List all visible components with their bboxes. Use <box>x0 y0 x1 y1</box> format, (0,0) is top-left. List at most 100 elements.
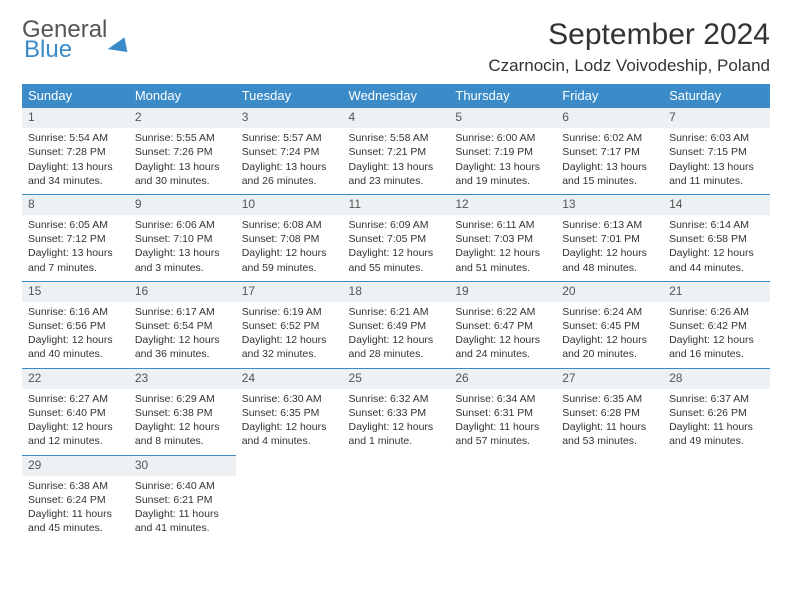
calendar-week-content: Sunrise: 6:38 AMSunset: 6:24 PMDaylight:… <box>22 476 770 542</box>
calendar-cell-content: Sunrise: 6:08 AMSunset: 7:08 PMDaylight:… <box>236 215 343 281</box>
calendar-cell: 11 <box>343 194 450 215</box>
sunrise-text: Sunrise: 6:29 AM <box>135 392 230 406</box>
calendar-cell-content: Sunrise: 6:16 AMSunset: 6:56 PMDaylight:… <box>22 302 129 368</box>
daylight-text: Daylight: 12 hours <box>455 246 550 260</box>
day-number: 26 <box>455 370 550 386</box>
daylight-text: Daylight: 13 hours <box>455 160 550 174</box>
calendar-cell-content: Sunrise: 6:29 AMSunset: 6:38 PMDaylight:… <box>129 389 236 455</box>
calendar-cell: 5 <box>449 108 556 129</box>
daylight-text: Daylight: 12 hours <box>135 420 230 434</box>
daylight-text: and 36 minutes. <box>135 347 230 361</box>
daylight-text: and 3 minutes. <box>135 261 230 275</box>
daylight-text: and 48 minutes. <box>562 261 657 275</box>
daylight-text: and 26 minutes. <box>242 174 337 188</box>
day-number: 10 <box>242 196 337 212</box>
day-number: 17 <box>242 283 337 299</box>
sunset-text: Sunset: 6:33 PM <box>349 406 444 420</box>
daylight-text: and 7 minutes. <box>28 261 123 275</box>
sunset-text: Sunset: 6:45 PM <box>562 319 657 333</box>
calendar-week-numrow: 15161718192021 <box>22 281 770 302</box>
calendar-cell: 22 <box>22 368 129 389</box>
sunrise-text: Sunrise: 5:55 AM <box>135 131 230 145</box>
day-number: 11 <box>349 196 444 212</box>
sunrise-text: Sunrise: 6:30 AM <box>242 392 337 406</box>
calendar-cell-content: Sunrise: 6:06 AMSunset: 7:10 PMDaylight:… <box>129 215 236 281</box>
sunrise-text: Sunrise: 5:54 AM <box>28 131 123 145</box>
sunrise-text: Sunrise: 6:32 AM <box>349 392 444 406</box>
calendar-week-numrow: 2930 <box>22 455 770 476</box>
daylight-text: and 45 minutes. <box>28 521 123 535</box>
day-number: 30 <box>135 457 230 473</box>
calendar-table: Sunday Monday Tuesday Wednesday Thursday… <box>22 84 770 541</box>
sunrise-text: Sunrise: 6:06 AM <box>135 218 230 232</box>
calendar-cell: 28 <box>663 368 770 389</box>
sunrise-text: Sunrise: 6:03 AM <box>669 131 764 145</box>
sunrise-text: Sunrise: 6:19 AM <box>242 305 337 319</box>
calendar-week-content: Sunrise: 6:16 AMSunset: 6:56 PMDaylight:… <box>22 302 770 368</box>
sunset-text: Sunset: 6:47 PM <box>455 319 550 333</box>
daylight-text: Daylight: 13 hours <box>135 160 230 174</box>
daylight-text: Daylight: 12 hours <box>242 246 337 260</box>
sunset-text: Sunset: 6:35 PM <box>242 406 337 420</box>
sunset-text: Sunset: 6:24 PM <box>28 493 123 507</box>
daylight-text: Daylight: 12 hours <box>135 333 230 347</box>
calendar-cell <box>236 455 343 476</box>
daylight-text: Daylight: 12 hours <box>242 333 337 347</box>
calendar-cell-content: Sunrise: 6:05 AMSunset: 7:12 PMDaylight:… <box>22 215 129 281</box>
calendar-cell-content: Sunrise: 5:58 AMSunset: 7:21 PMDaylight:… <box>343 128 450 194</box>
calendar-cell: 14 <box>663 194 770 215</box>
daylight-text: Daylight: 11 hours <box>455 420 550 434</box>
sunset-text: Sunset: 7:12 PM <box>28 232 123 246</box>
daylight-text: Daylight: 12 hours <box>349 333 444 347</box>
sunset-text: Sunset: 6:54 PM <box>135 319 230 333</box>
calendar-cell-content: Sunrise: 6:19 AMSunset: 6:52 PMDaylight:… <box>236 302 343 368</box>
calendar-cell-content: Sunrise: 6:37 AMSunset: 6:26 PMDaylight:… <box>663 389 770 455</box>
calendar-cell-content <box>556 476 663 542</box>
calendar-cell: 18 <box>343 281 450 302</box>
daylight-text: Daylight: 13 hours <box>349 160 444 174</box>
daylight-text: Daylight: 13 hours <box>135 246 230 260</box>
calendar-cell: 9 <box>129 194 236 215</box>
sunset-text: Sunset: 7:10 PM <box>135 232 230 246</box>
sunset-text: Sunset: 6:21 PM <box>135 493 230 507</box>
calendar-cell <box>449 455 556 476</box>
sunset-text: Sunset: 6:42 PM <box>669 319 764 333</box>
day-number: 27 <box>562 370 657 386</box>
day-number: 4 <box>349 109 444 125</box>
sunrise-text: Sunrise: 6:16 AM <box>28 305 123 319</box>
day-header-row: Sunday Monday Tuesday Wednesday Thursday… <box>22 84 770 108</box>
calendar-cell-content: Sunrise: 6:32 AMSunset: 6:33 PMDaylight:… <box>343 389 450 455</box>
day-number: 20 <box>562 283 657 299</box>
sunrise-text: Sunrise: 6:05 AM <box>28 218 123 232</box>
calendar-cell: 19 <box>449 281 556 302</box>
daylight-text: and 11 minutes. <box>669 174 764 188</box>
daylight-text: and 40 minutes. <box>28 347 123 361</box>
day-number: 7 <box>669 109 764 125</box>
calendar-cell: 16 <box>129 281 236 302</box>
calendar-cell: 30 <box>129 455 236 476</box>
day-header: Thursday <box>449 84 556 108</box>
calendar-week-content: Sunrise: 6:05 AMSunset: 7:12 PMDaylight:… <box>22 215 770 281</box>
calendar-cell: 23 <box>129 368 236 389</box>
daylight-text: Daylight: 11 hours <box>669 420 764 434</box>
daylight-text: Daylight: 11 hours <box>28 507 123 521</box>
calendar-cell-content: Sunrise: 6:00 AMSunset: 7:19 PMDaylight:… <box>449 128 556 194</box>
sunrise-text: Sunrise: 6:22 AM <box>455 305 550 319</box>
daylight-text: and 49 minutes. <box>669 434 764 448</box>
calendar-cell <box>663 455 770 476</box>
brand-logo: General Blue <box>22 18 131 62</box>
daylight-text: and 55 minutes. <box>349 261 444 275</box>
daylight-text: and 32 minutes. <box>242 347 337 361</box>
daylight-text: Daylight: 13 hours <box>28 160 123 174</box>
sunrise-text: Sunrise: 6:24 AM <box>562 305 657 319</box>
daylight-text: Daylight: 13 hours <box>562 160 657 174</box>
day-number: 16 <box>135 283 230 299</box>
day-number: 2 <box>135 109 230 125</box>
title-block: September 2024 Czarnocin, Lodz Voivodesh… <box>488 18 770 76</box>
sunset-text: Sunset: 6:28 PM <box>562 406 657 420</box>
calendar-cell: 10 <box>236 194 343 215</box>
sunset-text: Sunset: 6:49 PM <box>349 319 444 333</box>
daylight-text: Daylight: 12 hours <box>28 420 123 434</box>
daylight-text: Daylight: 13 hours <box>28 246 123 260</box>
sunrise-text: Sunrise: 6:34 AM <box>455 392 550 406</box>
